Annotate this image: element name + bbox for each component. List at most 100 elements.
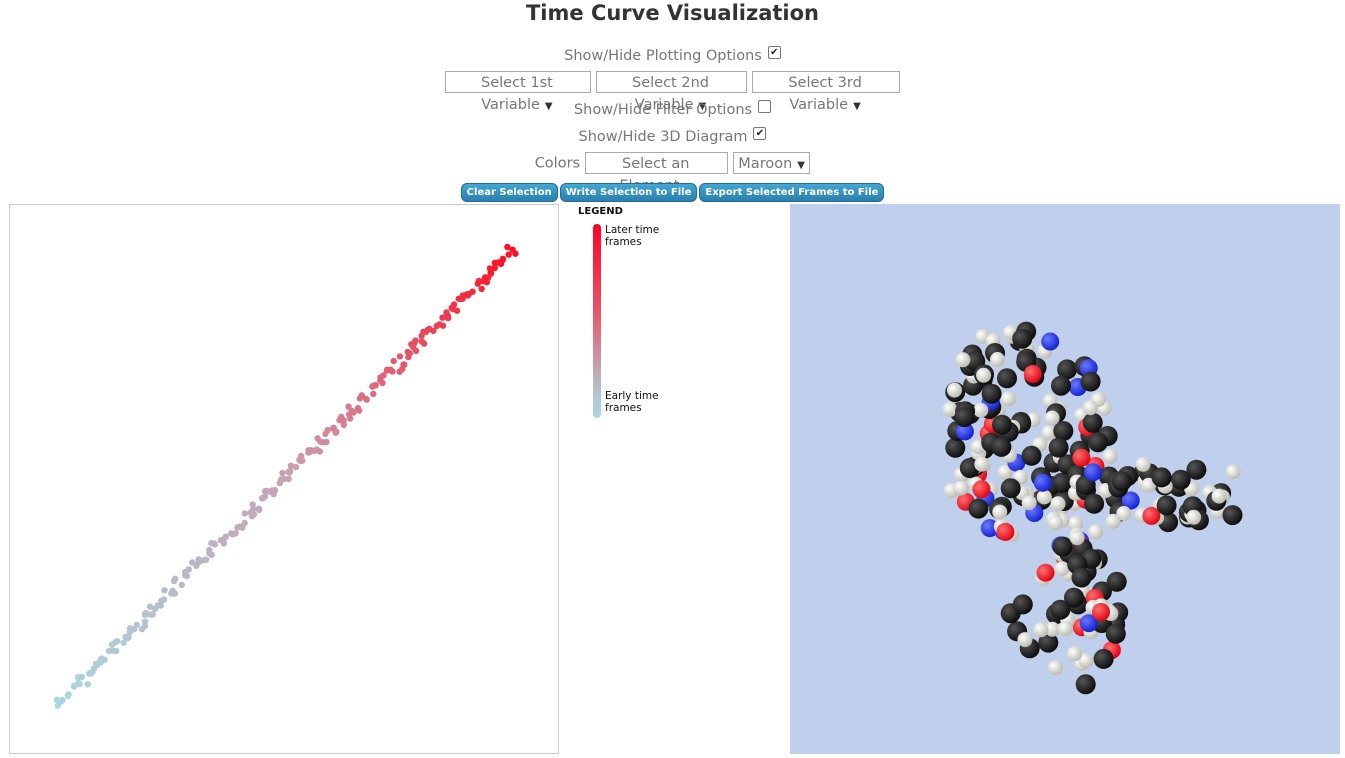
time-frame-point[interactable] <box>112 639 119 646</box>
time-frame-point[interactable] <box>220 536 227 543</box>
time-frame-point[interactable] <box>249 501 256 508</box>
time-frame-point[interactable] <box>345 403 352 410</box>
time-frame-point[interactable] <box>178 581 185 589</box>
time-frame-point[interactable] <box>469 288 476 295</box>
time-frame-point[interactable] <box>499 256 506 263</box>
time-frame-point[interactable] <box>258 495 266 502</box>
time-frame-point[interactable] <box>405 353 412 361</box>
time-frame-point[interactable] <box>157 602 164 609</box>
time-frame-point[interactable] <box>313 446 320 453</box>
select-1st-variable[interactable]: Select 1st Variable ▼ <box>444 71 591 113</box>
time-frame-point[interactable] <box>504 243 511 251</box>
time-frame-point[interactable] <box>372 382 379 389</box>
time-frame-point[interactable] <box>147 611 154 618</box>
plotting-options-checkbox[interactable]: ✔ <box>767 46 781 59</box>
time-frame-point[interactable] <box>120 639 127 646</box>
time-frame-point[interactable] <box>250 506 257 513</box>
time-frame-point[interactable] <box>297 457 304 465</box>
time-frame-point[interactable] <box>146 603 154 610</box>
time-frame-point[interactable] <box>279 469 286 477</box>
time-frame-point[interactable] <box>512 250 519 257</box>
time-frame-point[interactable] <box>206 550 213 557</box>
time-frame-point[interactable] <box>298 452 305 460</box>
time-frame-point[interactable] <box>189 559 196 566</box>
time-frame-point[interactable] <box>241 519 248 527</box>
time-frame-point[interactable] <box>396 353 404 360</box>
time-frame-point[interactable] <box>169 587 176 595</box>
time-frame-point[interactable] <box>350 409 357 416</box>
time-frame-point[interactable] <box>78 673 86 680</box>
time-frame-point[interactable] <box>390 357 397 365</box>
time-frame-point[interactable] <box>131 626 138 633</box>
time-frame-point[interactable] <box>250 511 257 518</box>
time-frame-point[interactable] <box>195 558 202 566</box>
time-frame-point[interactable] <box>124 635 131 642</box>
time-frame-point[interactable] <box>101 656 108 663</box>
diagram-3d-checkbox[interactable]: ✔ <box>753 127 767 140</box>
time-frame-point[interactable] <box>383 366 391 373</box>
time-frame-point[interactable] <box>316 438 324 445</box>
time-frame-point[interactable] <box>412 337 419 344</box>
time-frame-point[interactable] <box>463 291 470 298</box>
time-frame-point[interactable] <box>379 379 386 387</box>
time-frame-point[interactable] <box>287 462 295 469</box>
time-frame-point[interactable] <box>481 274 489 281</box>
time-frame-point[interactable] <box>278 476 285 483</box>
time-frame-point[interactable] <box>161 587 168 594</box>
time-frame-point[interactable] <box>285 475 292 483</box>
time-frame-point[interactable] <box>443 309 450 316</box>
time-frame-point[interactable] <box>292 463 300 471</box>
time-frame-point[interactable] <box>202 556 210 563</box>
select-2nd-variable[interactable]: Select 2nd Variable ▼ <box>596 71 747 113</box>
time-frame-point[interactable] <box>229 531 237 538</box>
time-frame-point[interactable] <box>308 447 315 454</box>
time-frame-point[interactable] <box>363 396 370 403</box>
time-frame-point[interactable] <box>141 618 149 625</box>
time-frame-point[interactable] <box>420 340 428 347</box>
time-frame-point[interactable] <box>505 251 512 258</box>
time-frame-point[interactable] <box>58 698 65 705</box>
time-frame-point[interactable] <box>112 647 120 655</box>
time-frame-point[interactable] <box>338 413 345 421</box>
time-frame-point[interactable] <box>486 265 494 272</box>
export-frames-button[interactable]: Export Selected Frames to File <box>699 183 885 202</box>
time-frame-point[interactable] <box>377 374 384 381</box>
time-frame-point[interactable] <box>370 390 377 398</box>
molecule-render[interactable] <box>790 204 1340 754</box>
time-frame-point[interactable] <box>271 487 279 494</box>
time-frame-point[interactable] <box>241 510 248 517</box>
time-frame-point[interactable] <box>430 327 437 335</box>
time-frame-point[interactable] <box>439 314 446 321</box>
time-frame-point[interactable] <box>84 681 92 688</box>
time-frame-point[interactable] <box>255 505 263 512</box>
time-frame-point[interactable] <box>445 314 452 322</box>
molecule-3d-viewer[interactable] <box>790 204 1340 754</box>
time-frame-point[interactable] <box>354 404 362 412</box>
time-curve-scatter[interactable] <box>10 205 558 753</box>
time-frame-point[interactable] <box>151 605 159 612</box>
time-frame-point[interactable] <box>400 361 407 368</box>
time-frame-point[interactable] <box>76 680 83 687</box>
select-3rd-variable[interactable]: Select 3rd Variable ▼ <box>752 71 901 113</box>
time-frame-point[interactable] <box>436 321 443 328</box>
time-frame-point[interactable] <box>211 541 219 548</box>
time-frame-point[interactable] <box>478 285 485 293</box>
time-frame-point[interactable] <box>491 264 498 272</box>
time-frame-point[interactable] <box>64 692 72 699</box>
time-frame-point[interactable] <box>172 575 179 582</box>
time-frame-point[interactable] <box>323 438 330 446</box>
time-frame-point[interactable] <box>358 392 365 399</box>
time-frame-point[interactable] <box>185 566 192 573</box>
filter-options-checkbox[interactable] <box>758 100 772 113</box>
time-frame-point[interactable] <box>87 670 95 677</box>
time-frame-point[interactable] <box>286 467 294 475</box>
time-frame-point[interactable] <box>412 347 420 354</box>
select-color[interactable]: Maroon ▼ <box>733 152 811 174</box>
write-selection-button[interactable]: Write Selection to File <box>559 183 698 202</box>
clear-selection-button[interactable]: Clear Selection <box>460 183 558 202</box>
time-frame-point[interactable] <box>450 301 458 308</box>
time-frame-point[interactable] <box>475 277 483 285</box>
time-frame-point[interactable] <box>158 597 165 604</box>
time-curve-plot[interactable] <box>9 204 559 754</box>
select-element[interactable]: Select an Element▼ <box>585 152 729 194</box>
